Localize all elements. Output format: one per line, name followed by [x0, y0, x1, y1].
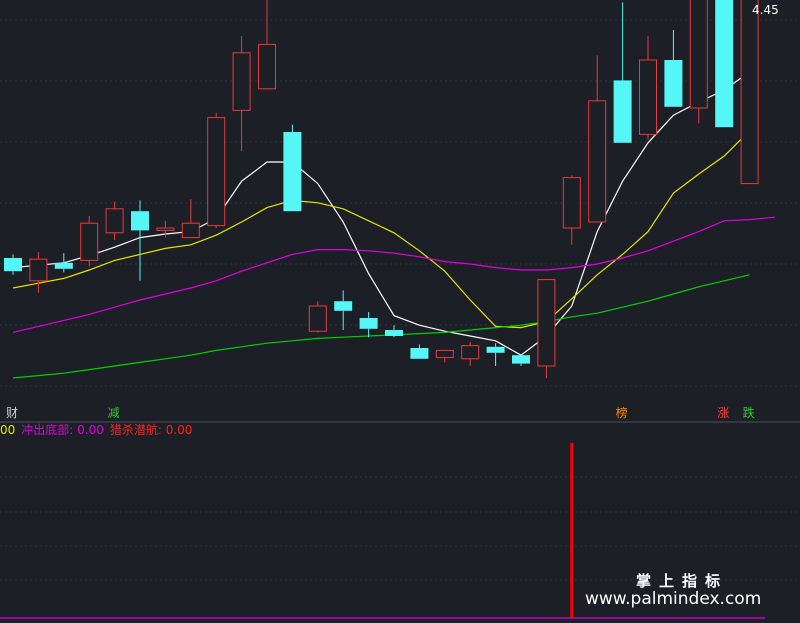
candle-body [461, 345, 480, 360]
candle-body [105, 208, 124, 234]
candle-body [689, 0, 708, 109]
candle-body [29, 258, 48, 282]
candle-body [80, 222, 99, 261]
candle-body [410, 348, 429, 359]
candle [283, 124, 302, 212]
candle [715, 0, 734, 128]
candle-body [613, 80, 632, 143]
candle [181, 199, 200, 239]
candle [232, 36, 251, 152]
candle-body [562, 177, 581, 229]
signal-label: 财 [6, 406, 18, 420]
candle-body [512, 355, 530, 364]
candle [156, 220, 175, 238]
watermark-url: www.palmindex.com [585, 589, 761, 609]
candle [29, 252, 48, 293]
legend-item: 冲出底部: 0.00 [21, 422, 104, 437]
candle [664, 30, 683, 107]
candle [613, 2, 632, 143]
candle [207, 112, 226, 228]
signal-label: 减 [108, 406, 120, 420]
candle-body [131, 211, 149, 231]
candle [359, 312, 378, 338]
candle [588, 55, 607, 223]
candle [512, 355, 530, 366]
signal-label: 跌 [743, 405, 755, 420]
candle [689, 0, 708, 124]
moving-average-lines [12, 71, 776, 379]
candle [54, 253, 73, 273]
candle-body [435, 349, 454, 359]
candle [537, 279, 556, 378]
candle [486, 343, 505, 366]
ma-line-1 [12, 71, 750, 356]
signal-labels: 财 减 榜 涨跌 [6, 405, 755, 420]
candle-body [156, 227, 175, 231]
candle-body [181, 222, 200, 239]
candle [258, 0, 276, 90]
candle [308, 301, 327, 333]
legend-item: 猎杀潜航: 0.00 [110, 422, 193, 437]
candle [410, 344, 429, 359]
candle-body [715, 0, 734, 128]
indicator-panel [0, 443, 765, 619]
candle-body [588, 100, 607, 223]
candle-body [207, 117, 226, 227]
indicator-legend: 00 冲出底部: 0.00 猎杀潜航: 0.00 [0, 422, 192, 437]
candle-body [359, 318, 378, 329]
candle-body [232, 52, 251, 111]
candle [131, 200, 149, 281]
candle-body [4, 258, 22, 272]
ma-line-4 [12, 274, 750, 379]
candlesticks [4, 0, 759, 378]
signal-label: 榜 [616, 405, 628, 420]
candle [562, 175, 581, 245]
candle-body [740, 0, 759, 185]
indicator-spike [570, 443, 574, 618]
candle [435, 349, 454, 363]
candle-body [486, 346, 505, 353]
candle-body [54, 262, 73, 269]
ma-line-3 [12, 216, 776, 333]
candle-body [639, 59, 657, 135]
candle [385, 325, 403, 338]
ma-line-2 [12, 130, 751, 329]
price-label: 4.45 [752, 3, 779, 17]
legend-item: 00 [0, 423, 15, 437]
candle [80, 216, 99, 267]
candle-body [283, 132, 302, 212]
candle [334, 290, 353, 330]
candle [639, 36, 657, 140]
candle-body [537, 279, 556, 367]
candle-body [664, 60, 683, 107]
watermark-title: 掌上指标 [636, 572, 728, 590]
candle-body [385, 330, 403, 336]
candle-body [334, 301, 353, 311]
candle-body [258, 43, 276, 90]
signal-label: 涨 [717, 405, 729, 420]
candle-body [308, 305, 327, 332]
candle [461, 342, 480, 366]
candle [740, 0, 759, 185]
candle [4, 254, 22, 275]
candle [105, 201, 124, 240]
